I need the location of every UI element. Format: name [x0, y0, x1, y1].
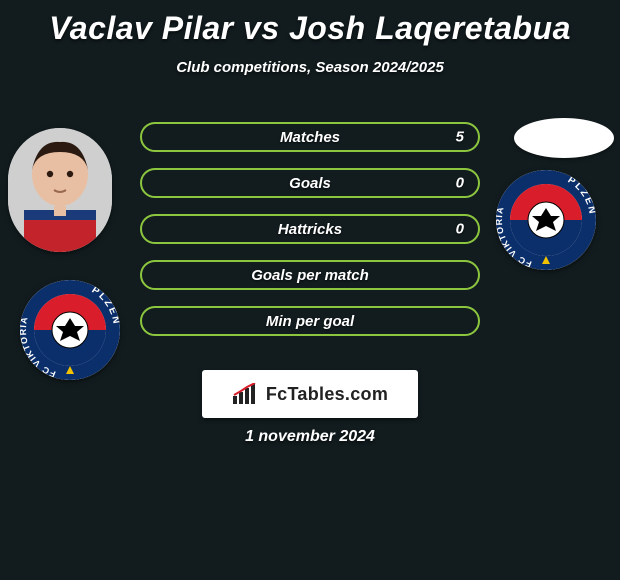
date-label: 1 november 2024	[0, 428, 620, 446]
page-title: Vaclav Pilar vs Josh Laqeretabua	[0, 0, 620, 47]
stat-label: Min per goal	[266, 313, 354, 330]
stat-row-hattricks: Hattricks 0	[140, 214, 480, 244]
stat-row-matches: Matches 5	[140, 122, 480, 152]
stat-value: 5	[456, 129, 464, 146]
stat-row-goals-per-match: Goals per match	[140, 260, 480, 290]
placeholder-oval-right	[514, 118, 614, 158]
stat-label: Goals per match	[251, 267, 369, 284]
club-crest-right: PLZEN FC VIKTORIA	[496, 170, 596, 270]
stat-label: Matches	[280, 129, 340, 146]
stat-value: 0	[456, 221, 464, 238]
player-photo-left	[8, 128, 112, 252]
brand-label: FcTables.com	[266, 384, 388, 405]
page-subtitle: Club competitions, Season 2024/2025	[0, 59, 620, 76]
stats-panel: Matches 5 Goals 0 Hattricks 0 Goals per …	[140, 122, 480, 352]
stat-row-goals: Goals 0	[140, 168, 480, 198]
bar-chart-icon	[232, 383, 260, 405]
stat-row-min-per-goal: Min per goal	[140, 306, 480, 336]
club-crest-left: PLZEN FC VIKTORIA	[20, 280, 120, 380]
brand-box[interactable]: FcTables.com	[202, 370, 418, 418]
stat-label: Hattricks	[278, 221, 342, 238]
stat-label: Goals	[289, 175, 331, 192]
stat-value: 0	[456, 175, 464, 192]
